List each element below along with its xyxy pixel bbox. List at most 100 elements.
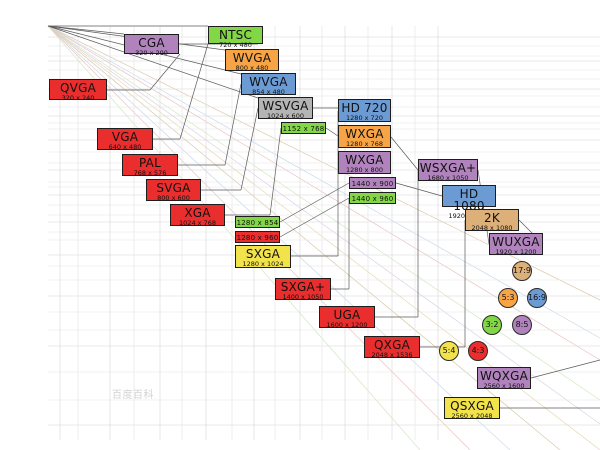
resolution-dimensions: 1024 x 600 (267, 112, 304, 120)
resolution-r1280a: 1280 x 854 (235, 216, 280, 228)
resolution-wsvga: WSVGA 1024 x 600 (258, 97, 313, 119)
aspect-ratio-r8_5: 8:5 (512, 315, 532, 335)
resolution-r1280b: 1280 x 960 (235, 231, 280, 243)
resolution-dimensions: 800 x 480 (235, 64, 269, 72)
resolution-wvga2: WVGA 854 x 480 (241, 73, 296, 95)
resolution-name: 1440 x 960 (351, 195, 394, 203)
connector-line (269, 127, 282, 216)
resolution-dimensions: 2048 x 1536 (371, 351, 413, 359)
resolution-name: SXGA+ (280, 280, 326, 294)
resolution-dimensions: 1280 x 1024 (242, 260, 284, 268)
resolution-vga: VGA 640 x 480 (97, 128, 153, 150)
ratio-ray-line (47, 25, 561, 450)
connector-line (477, 169, 490, 245)
resolution-name: WSVGA (262, 99, 309, 113)
connector-line (47, 25, 125, 35)
aspect-ratio-r3_2: 3:2 (482, 315, 502, 335)
resolution-cga: CGA 320 x 200 (124, 34, 179, 57)
resolution-name: 1440 x 900 (351, 180, 394, 188)
connector-line (390, 136, 419, 171)
resolution-dimensions: 1920 x 1200 (495, 248, 537, 256)
resolution-dimensions: 800 x 600 (157, 194, 190, 202)
resolution-r1440b: 1440 x 960 (349, 192, 396, 204)
resolution-svga: SVGA 800 x 600 (146, 179, 201, 201)
resolution-r1440a: 1440 x 900 (349, 177, 396, 189)
connector-line (325, 127, 339, 137)
aspect-ratio-r4_3: 4:3 (468, 341, 488, 361)
resolution-name: WSXGA+ (419, 161, 477, 175)
aspect-ratio-r5_4: 5:4 (439, 341, 459, 361)
resolution-name: 2K (484, 211, 500, 225)
resolution-name: VGA (111, 130, 139, 144)
resolution-dimensions: 720 x 480 (219, 41, 252, 49)
resolution-wxga2: WXGA 1280 x 800 (338, 151, 391, 174)
connector-line (530, 359, 600, 379)
resolution-dimensions: 1600 x 1200 (326, 321, 368, 329)
resolution-wxga1: WXGA 1280 x 768 (338, 125, 391, 148)
resolution-xga: XGA 1024 x 768 (170, 204, 225, 226)
resolution-uga: UGA 1600 x 1200 (319, 306, 375, 328)
resolution-name: CGA (138, 36, 165, 50)
resolution-dimensions: 1280 x 720 (346, 114, 383, 122)
resolution-dimensions: 320 x 240 (61, 94, 95, 102)
aspect-ratio-r5_3: 5:3 (498, 288, 518, 308)
connector-line (47, 25, 259, 99)
resolution-dimensions: 1680 x 1050 (427, 174, 469, 182)
ratio-ray-line (47, 25, 600, 401)
resolution-name: HD 720 (341, 101, 388, 115)
connector-line (279, 182, 350, 223)
resolution-dimensions: 2560 x 1600 (483, 382, 525, 390)
resolution-dimensions: 768 x 576 (133, 169, 167, 177)
resolution-dimensions: 1400 x 1050 (282, 293, 324, 301)
resolution-name: WQXGA (479, 369, 529, 383)
resolution-twok: 2K 2048 x 1080 (465, 209, 519, 231)
resolution-name: PAL (139, 156, 161, 170)
resolution-ntsc: NTSC 720 x 480 (208, 26, 263, 48)
resolution-dimensions: 320 x 200 (135, 49, 168, 57)
resolution-name: NTSC (218, 28, 253, 42)
connector-line (395, 182, 443, 197)
resolution-wqxga: WQXGA 2560 x 1600 (477, 367, 531, 389)
resolution-dimensions: 640 x 480 (108, 143, 142, 151)
connector-line (240, 107, 259, 191)
resolution-sxgap: SXGA+ 1400 x 1050 (275, 278, 331, 300)
resolution-name: 1280 x 960 (236, 234, 279, 242)
resolution-r1152: 1152 x 768 (281, 122, 326, 134)
resolution-qvga: QVGA 320 x 240 (49, 79, 107, 102)
aspect-ratio-r17_9: 17:9 (512, 261, 532, 281)
resolution-name: QSXGA (450, 399, 494, 413)
resolution-name: WVGA (232, 51, 272, 65)
aspect-ratio-r16_9: 16:9 (527, 288, 547, 308)
resolution-name: UGA (333, 308, 361, 322)
resolution-name: WXGA (345, 153, 384, 167)
resolution-name: QXGA (374, 338, 410, 352)
resolution-dimensions: 1024 x 768 (179, 219, 216, 227)
resolution-hd720: HD 720 1280 x 720 (338, 99, 391, 122)
connector-line (279, 197, 350, 238)
resolution-wvga1: WVGA 800 x 480 (225, 49, 279, 71)
resolution-name: WUXGA (492, 235, 540, 249)
resolution-name: 1280 x 854 (236, 219, 279, 227)
connector-line (179, 43, 209, 140)
resolution-qsxga: QSXGA 2560 x 2048 (444, 397, 500, 419)
resolution-name: QVGA (60, 81, 96, 95)
resolution-wsxgap: WSXGA+ 1680 x 1050 (418, 159, 478, 181)
resolution-dimensions: 854 x 480 (252, 88, 285, 96)
resolution-wuxga: WUXGA 1920 x 1200 (489, 233, 543, 255)
resolution-dimensions: 1280 x 768 (346, 140, 383, 148)
resolution-name: WXGA (345, 127, 384, 141)
watermark: 百度百科 (112, 390, 154, 401)
resolution-dimensions: 1280 x 800 (346, 166, 383, 174)
connector-line (149, 53, 181, 91)
connector-line (224, 83, 242, 166)
resolution-sxga: SXGA 1280 x 1024 (235, 245, 291, 268)
resolution-pal: PAL 768 x 576 (122, 154, 178, 176)
ratio-ray-line (47, 25, 600, 425)
resolution-name: SVGA (156, 181, 191, 195)
resolution-name: SXGA (245, 247, 281, 261)
resolution-name: XGA (184, 206, 211, 220)
resolution-dimensions: 2560 x 2048 (451, 412, 493, 420)
resolution-name: 1152 x 768 (282, 125, 325, 133)
resolution-qxga: QXGA 2048 x 1536 (364, 336, 420, 358)
